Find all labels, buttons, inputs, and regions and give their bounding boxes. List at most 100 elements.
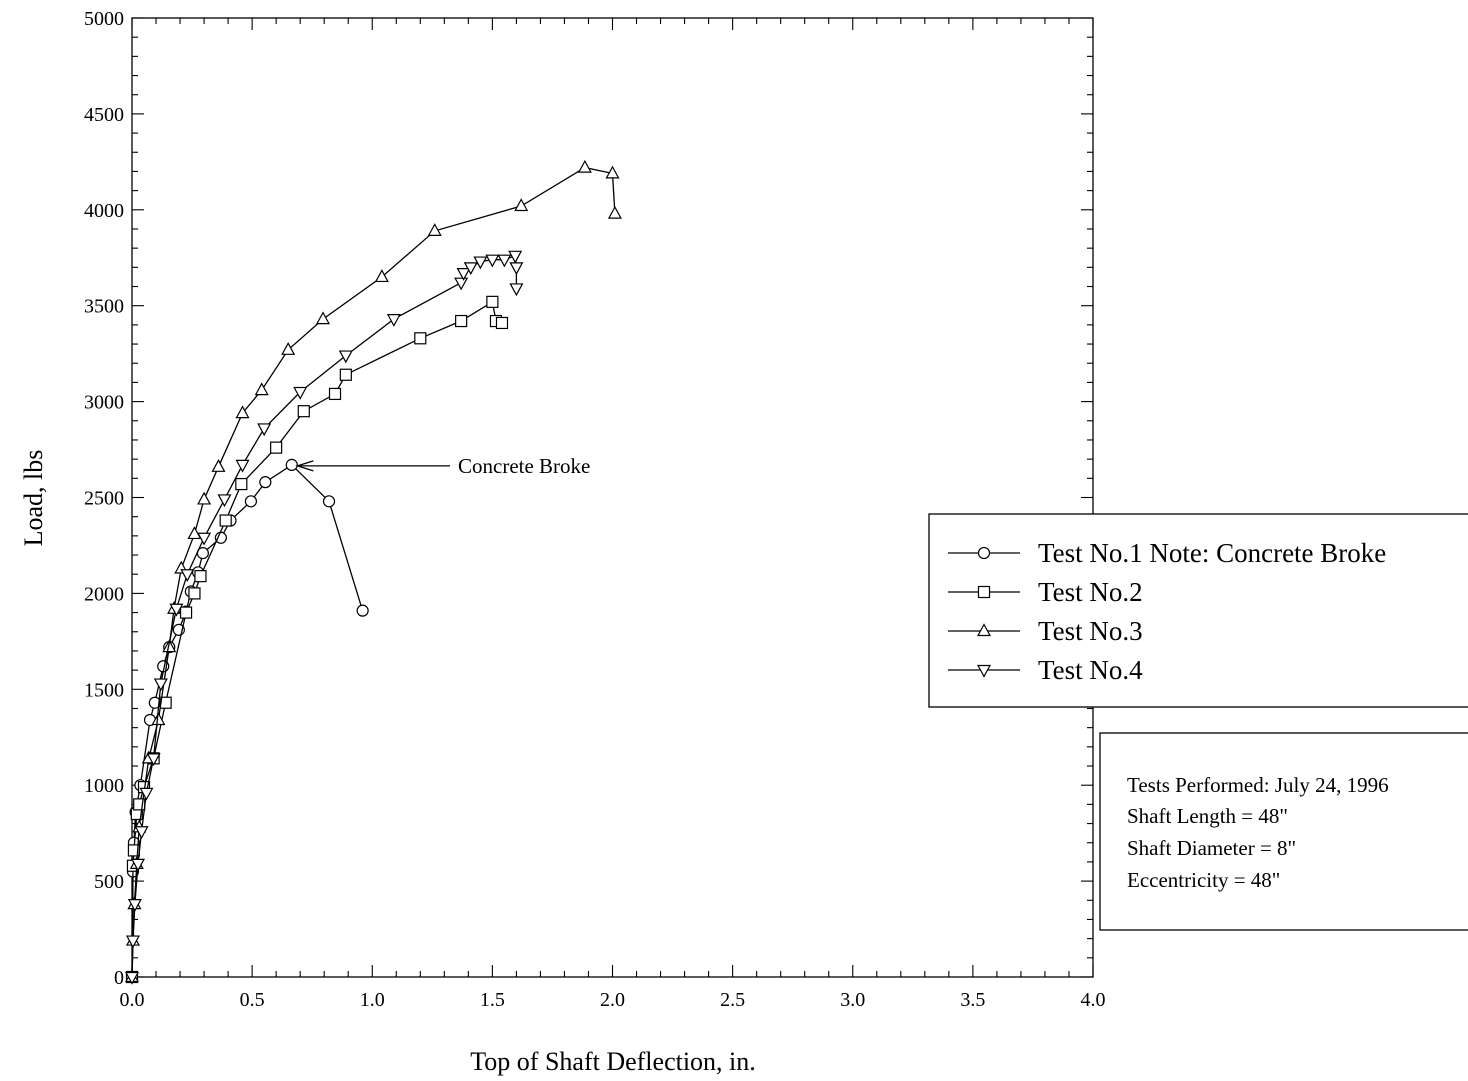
data-point [151,712,166,726]
data-point [270,441,283,454]
data-point [514,198,529,212]
data-point [607,205,622,219]
data-point [509,283,524,297]
data-point [328,387,342,401]
data-point [285,458,298,471]
data-point [235,459,250,473]
annotation-layer: Concrete Broke [295,454,590,478]
legend-box [928,513,1468,708]
info-line-eccentricity: Eccentricity = 48" [1127,868,1280,892]
info-line-date: Tests Performed: July 24, 1996 [1127,773,1389,797]
y-tick-label: 2500 [84,488,124,510]
legend-entry-label: Test No.4 [1038,655,1143,685]
y-axis-title: Load, lbs [19,450,48,547]
data-point [153,678,168,692]
x-tick-label: 4.0 [1081,989,1106,1011]
data-point [414,332,427,345]
x-tick-label: 3.5 [960,989,985,1011]
x-tick-label: 0.5 [240,989,265,1011]
series-line [131,464,364,978]
data-point [374,269,389,283]
data-point [257,423,272,437]
y-tick-label: 1500 [84,679,124,701]
data-point [214,531,227,544]
data-point [211,459,226,472]
y-tick-label: 500 [94,871,124,893]
data-point [486,295,499,308]
data-point [235,405,250,419]
data-point [180,569,195,582]
data-point [293,386,308,400]
y-tick-label: 0 [114,967,124,989]
y-tick-label: 3500 [84,296,124,318]
data-point [125,935,140,949]
legend-entry-label: Test No.3 [1038,616,1143,646]
x-tick-label: 0.0 [120,989,145,1011]
info-box: Tests Performed: July 24, 1996 Shaft Len… [1099,732,1468,931]
data-point [194,570,207,583]
legend-entry-label: Test No.2 [1038,577,1143,607]
x-tick-label: 1.0 [360,989,385,1011]
data-point [455,314,468,328]
x-tick-label: 3.0 [840,989,865,1011]
y-tick-label: 1000 [84,775,124,797]
y-tick-label: 3000 [84,392,124,414]
y-tick-label: 2000 [84,583,124,605]
info-line-shaft-diameter: Shaft Diameter = 8" [1127,836,1296,860]
series-test-4 [124,250,524,985]
data-point [169,603,184,617]
data-point [386,314,401,327]
data-point [297,405,310,418]
data-point [473,256,488,270]
data-point [463,262,478,276]
legend: Test No.1 Note: Concrete Broke Test No.2 T… [928,513,1468,708]
data-point [188,587,201,600]
data-point [139,787,154,801]
data-point [235,477,248,491]
data-point [322,495,336,508]
y-tick-label: 4500 [84,104,124,126]
data-point [217,494,232,508]
legend-marker [976,664,992,678]
y-tick-label: 5000 [84,8,124,30]
data-point [508,250,523,264]
data-point [179,606,193,619]
data-point [259,476,272,489]
data-point [124,971,140,985]
data-point [315,311,331,325]
data-point [339,368,352,381]
annotation-label: Concrete Broke [458,454,590,478]
data-point [577,159,592,173]
legend-entry-label: Test No.1 Note: Concrete Broke [1038,538,1386,568]
data-point [254,382,269,396]
data-point [605,165,620,179]
data-point [127,899,142,912]
data-point [146,753,161,767]
data-point [356,604,369,617]
data-point [130,858,146,872]
legend-marker [977,546,991,560]
data-series [124,159,622,985]
data-point [454,277,469,291]
data-point [338,350,353,364]
data-point [197,532,212,546]
legend-marker [977,585,991,599]
data-point [427,223,442,236]
info-line-shaft-length: Shaft Length = 48" [1127,804,1288,828]
x-tick-label: 2.5 [720,989,745,1011]
annotation-arrow-head [295,460,314,472]
series-test-2 [125,295,509,984]
x-axis-title: Top of Shaft Deflection, in. [470,1047,756,1076]
legend-marker [976,623,992,637]
data-point [159,696,172,709]
data-point [495,316,509,330]
x-tick-label: 2.0 [600,989,625,1011]
data-point [509,262,524,276]
info-box-frame [1099,732,1468,931]
data-point [197,491,212,505]
data-point [134,826,149,839]
series-line [131,300,503,978]
data-point [281,342,296,355]
data-point [456,267,471,281]
